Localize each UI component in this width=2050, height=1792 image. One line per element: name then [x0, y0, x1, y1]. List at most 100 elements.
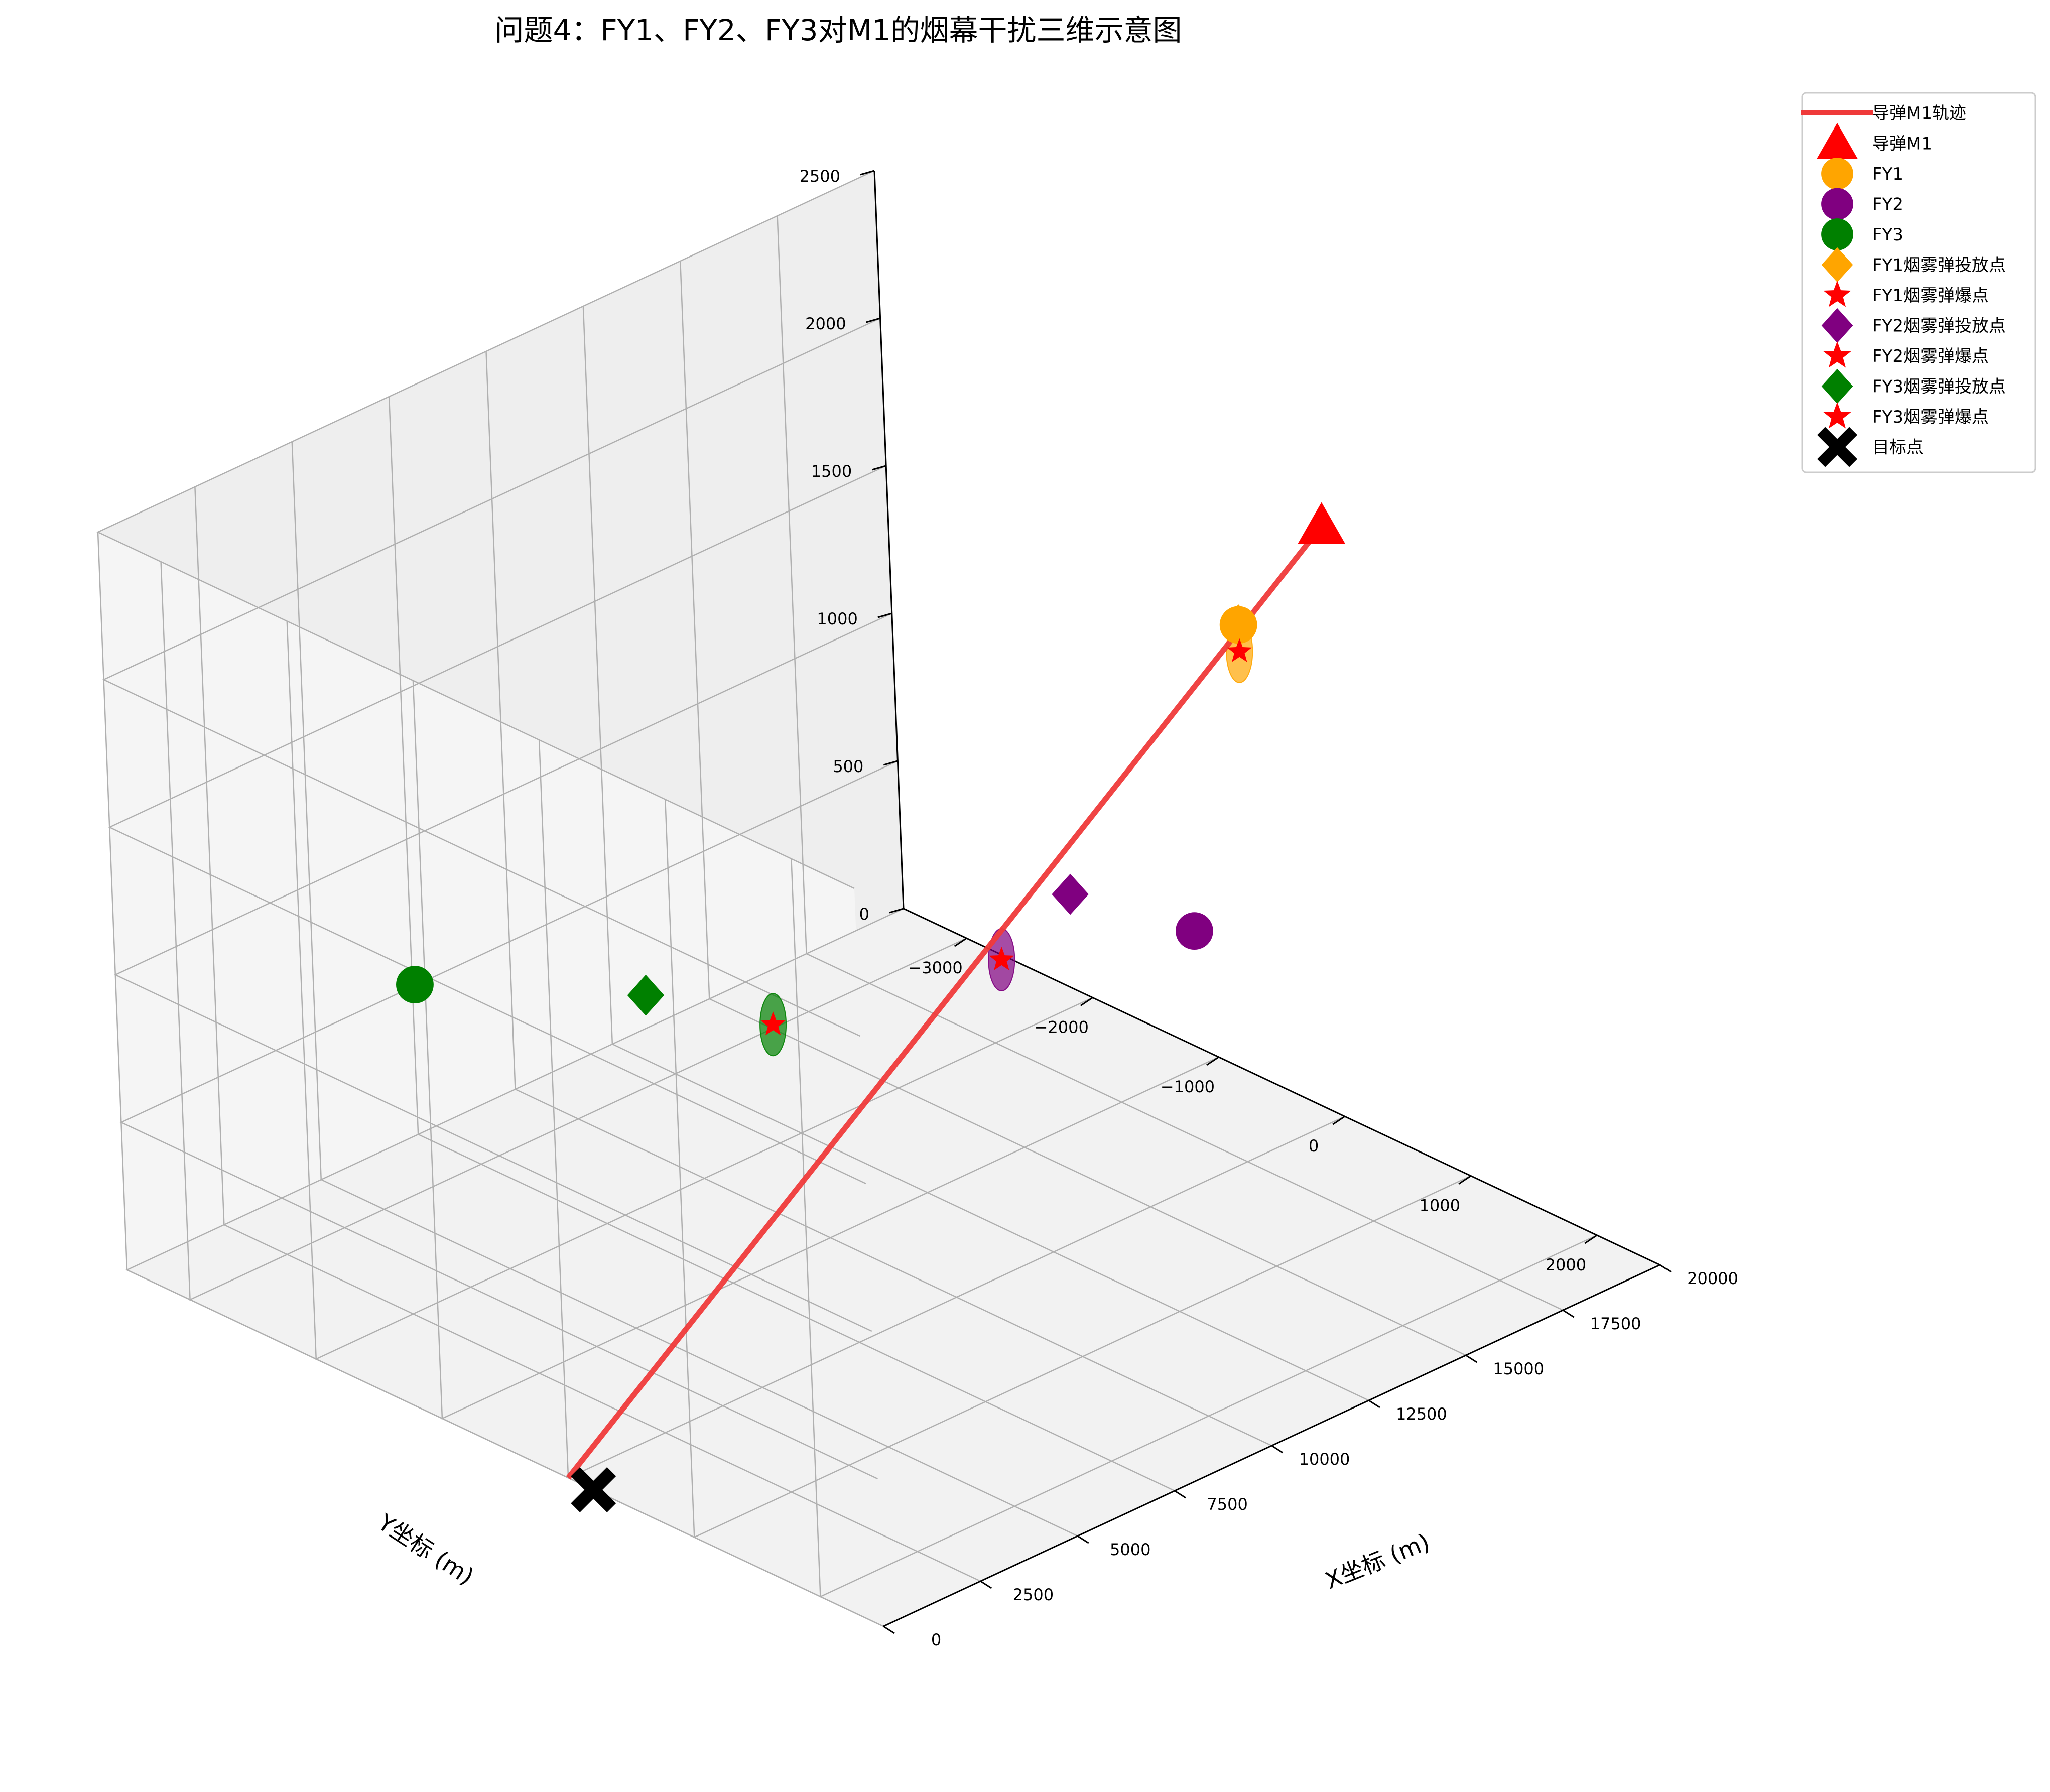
- missile-trajectory-line: [566, 524, 1324, 1480]
- legend-entry: 目标点: [1817, 427, 1924, 467]
- x-tick-mark: [1465, 1354, 1478, 1363]
- legend-entry: FY1: [1821, 158, 1903, 190]
- legend-label: FY1烟雾弹爆点: [1872, 286, 1989, 306]
- legend-frame: [1801, 92, 2036, 473]
- legend-entry: 导弹M1: [1817, 122, 1932, 159]
- grid-line-z: [108, 465, 886, 1185]
- y-tick-mark: [954, 937, 967, 947]
- z-tick-mark: [871, 465, 886, 471]
- y-tick-label: −3000: [908, 958, 962, 977]
- series-7-mark: [1052, 873, 1089, 915]
- legend-label: FY2烟雾弹爆点: [1872, 346, 1989, 366]
- grid-line-z: [113, 612, 892, 1332]
- series-8-mark: [989, 946, 1014, 971]
- legend-label: FY3: [1872, 225, 1903, 245]
- grid-line-z: [96, 170, 875, 889]
- x-tick-mark: [1659, 1264, 1672, 1273]
- z-tick-label: 1000: [817, 609, 857, 628]
- grid-line-z: [119, 760, 898, 1480]
- legend-label: FY1烟雾弹投放点: [1872, 255, 2006, 276]
- y-tick-mark: [1584, 1234, 1598, 1244]
- data-marks: [396, 502, 1346, 1512]
- y-axis-line: [903, 908, 1660, 1266]
- chart-title: 问题4：FY1、FY2、FY3对M1的烟幕干扰三维示意图: [495, 13, 1182, 47]
- z-tick-label: 500: [833, 757, 863, 776]
- series-5-mark: [1220, 604, 1257, 646]
- legend-entry: FY2烟雾弹爆点: [1823, 341, 1989, 368]
- z-tick-label: 2500: [800, 167, 840, 186]
- legend-marker: [1817, 122, 1858, 159]
- legend-marker: [1817, 427, 1857, 467]
- legend-marker: [1821, 308, 1853, 343]
- legend-label: FY2: [1872, 195, 1903, 215]
- y-tick-mark: [1458, 1175, 1472, 1185]
- x-tick-label: 15000: [1493, 1359, 1544, 1378]
- z-tick-mark: [866, 317, 881, 323]
- legend-marker: [1823, 341, 1851, 368]
- y-tick-label: 2000: [1546, 1255, 1586, 1274]
- x-tick-label: 0: [931, 1630, 941, 1649]
- legend-marker: [1823, 281, 1851, 307]
- z-tick-mark: [860, 170, 875, 176]
- x-tick-mark: [1562, 1309, 1575, 1318]
- legend-marker: [1821, 218, 1853, 250]
- legend-label: FY1: [1872, 164, 1903, 184]
- legend-label: 导弹M1轨迹: [1872, 103, 1966, 123]
- y-tick-label: −2000: [1035, 1018, 1089, 1037]
- legend-entry: 导弹M1轨迹: [1801, 103, 1966, 123]
- legend-marker: [1821, 158, 1853, 190]
- legend-marker: [1821, 247, 1853, 283]
- grid-line-z: [102, 317, 881, 1037]
- legend-entry: FY3烟雾弹投放点: [1821, 368, 2006, 404]
- x-tick-label: 7500: [1207, 1495, 1247, 1514]
- legend-entry: FY1烟雾弹爆点: [1823, 281, 1989, 307]
- x-tick-mark: [1368, 1399, 1380, 1409]
- x-tick-label: 12500: [1396, 1404, 1447, 1424]
- z-tick-label: 2000: [805, 314, 846, 333]
- x-tick-mark: [1174, 1490, 1186, 1499]
- series-10-mark: [760, 1011, 786, 1036]
- y-tick-label: −1000: [1161, 1077, 1215, 1096]
- legend-entry: FY1烟雾弹投放点: [1821, 247, 2006, 283]
- x-tick-mark: [883, 1625, 895, 1634]
- series-6-mark: [1227, 638, 1252, 662]
- legend-marker: [1821, 188, 1853, 220]
- x-tick-label: 2500: [1013, 1585, 1054, 1604]
- legend-entry: FY3: [1821, 218, 1903, 250]
- series-4-mark: [396, 966, 434, 1003]
- y-axis-label: Y坐标 (m): [373, 1508, 479, 1590]
- grid-line-z: [125, 908, 904, 1627]
- x-axis-label: X坐标 (m): [1321, 1528, 1433, 1594]
- legend-label: 导弹M1: [1872, 134, 1932, 154]
- y-tick-mark: [1206, 1056, 1219, 1066]
- x-tick-mark: [1271, 1445, 1284, 1454]
- legend-entry: FY2烟雾弹投放点: [1821, 308, 2006, 343]
- legend-entry: FY3烟雾弹爆点: [1823, 402, 1989, 429]
- series-3-mark: [1176, 912, 1213, 950]
- x-tick-mark: [980, 1580, 992, 1589]
- z-tick-label: 1500: [811, 462, 852, 481]
- y-tick-mark: [1332, 1115, 1345, 1125]
- series-9-mark: [627, 974, 665, 1016]
- legend-marker: [1823, 402, 1851, 429]
- legend-label: FY2烟雾弹投放点: [1872, 316, 2006, 336]
- z-tick-mark: [883, 760, 898, 766]
- series-1-mark: [1298, 502, 1346, 544]
- y-tick-mark: [1080, 997, 1093, 1006]
- legend-label: 目标点: [1872, 438, 1924, 458]
- z-axis-line: [873, 170, 905, 909]
- y-tick-label: 0: [1309, 1136, 1319, 1156]
- x-tick-label: 5000: [1110, 1540, 1150, 1559]
- x-tick-label: 10000: [1299, 1450, 1350, 1469]
- x-tick-label: 17500: [1590, 1314, 1641, 1333]
- legend-marker: [1821, 368, 1853, 404]
- legend-entry: FY2: [1821, 188, 1903, 220]
- x-tick-label: 20000: [1687, 1269, 1738, 1288]
- z-tick-mark: [889, 908, 904, 914]
- x-tick-mark: [1077, 1535, 1089, 1544]
- series-11-mark: [571, 1467, 616, 1512]
- y-tick-label: 1000: [1420, 1196, 1460, 1215]
- z-tick-mark: [877, 612, 892, 618]
